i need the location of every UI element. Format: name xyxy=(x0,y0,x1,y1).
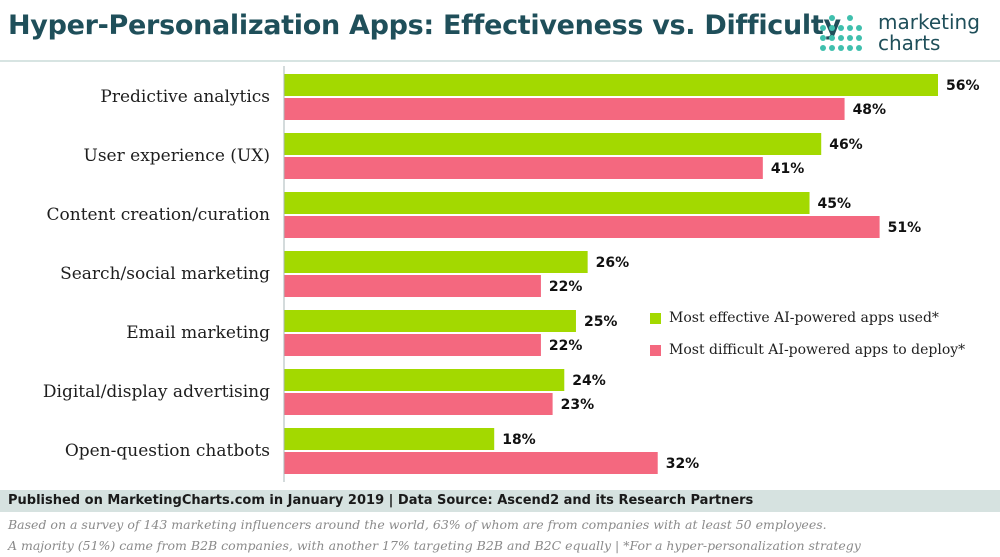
logo-dot xyxy=(829,25,835,31)
legend-swatch-effective xyxy=(650,312,661,324)
footnote-line-2: A majority (51%) came from B2B companies… xyxy=(8,538,861,553)
logo-dot xyxy=(847,45,853,51)
data-label-difficult: 48% xyxy=(853,102,887,118)
category-label: Predictive analytics xyxy=(100,87,270,107)
bar-effective xyxy=(284,133,822,155)
logo-dot xyxy=(838,25,844,31)
bar-effective xyxy=(284,369,565,391)
marketingcharts-logo: marketing charts xyxy=(818,12,993,60)
bar-effective xyxy=(284,428,495,450)
category-label: Search/social marketing xyxy=(60,264,270,284)
logo-dot xyxy=(847,15,853,21)
data-label-effective: 45% xyxy=(818,196,852,212)
data-label-effective: 25% xyxy=(584,314,618,330)
logo-text-line2: charts xyxy=(878,31,941,55)
data-label-difficult: 22% xyxy=(549,338,583,354)
bar-difficult xyxy=(284,216,880,238)
title-divider xyxy=(0,60,1000,62)
bar-difficult xyxy=(284,334,541,356)
data-label-effective: 46% xyxy=(829,137,863,153)
data-label-effective: 24% xyxy=(572,373,606,389)
bar-effective xyxy=(284,74,938,96)
logo-dot xyxy=(829,35,835,41)
logo-dot xyxy=(820,25,826,31)
bar-difficult xyxy=(284,452,658,474)
category-label: Open-question chatbots xyxy=(65,441,270,461)
data-label-effective: 56% xyxy=(946,78,980,94)
bar-difficult xyxy=(284,98,845,120)
data-label-difficult: 41% xyxy=(771,161,805,177)
bar-difficult xyxy=(284,157,763,179)
logo-text-line1: marketing xyxy=(878,10,980,34)
published-source-bar: Published on MarketingCharts.com in Janu… xyxy=(0,490,1000,512)
logo-dot xyxy=(856,45,862,51)
legend-item-difficult: Most difficult AI-powered apps to deploy… xyxy=(650,342,965,358)
data-label-difficult: 22% xyxy=(549,279,583,295)
logo-dot xyxy=(856,35,862,41)
logo-dot xyxy=(820,45,826,51)
category-label: User experience (UX) xyxy=(84,146,271,166)
legend-label-difficult: Most difficult AI-powered apps to deploy… xyxy=(669,342,966,358)
logo-dots-icon xyxy=(820,15,862,51)
footnote-line-1: Based on a survey of 143 marketing influ… xyxy=(8,517,827,532)
bar-difficult xyxy=(284,275,541,297)
category-label: Email marketing xyxy=(126,323,270,343)
category-label: Content creation/curation xyxy=(47,205,271,225)
data-label-effective: 26% xyxy=(596,255,630,271)
logo-dot xyxy=(856,25,862,31)
bar-effective xyxy=(284,310,576,332)
bar-effective xyxy=(284,251,588,273)
logo-dot xyxy=(820,35,826,41)
data-label-difficult: 32% xyxy=(666,456,700,472)
logo-dot xyxy=(829,45,835,51)
bar-effective xyxy=(284,192,810,214)
data-label-difficult: 23% xyxy=(561,397,595,413)
footnotes: Based on a survey of 143 marketing influ… xyxy=(8,514,993,556)
logo-dot xyxy=(838,35,844,41)
legend-swatch-difficult xyxy=(650,344,661,356)
legend-label-effective: Most effective AI-powered apps used* xyxy=(669,310,939,326)
data-label-difficult: 51% xyxy=(888,220,922,236)
logo-dot xyxy=(847,25,853,31)
chart-legend: Most effective AI-powered apps used* Mos… xyxy=(650,310,965,374)
category-label: Digital/display advertising xyxy=(43,382,270,402)
logo-dot xyxy=(838,45,844,51)
logo-dot xyxy=(847,35,853,41)
logo-dot xyxy=(829,15,835,21)
chart-title: Hyper-Personalization Apps: Effectivenes… xyxy=(8,10,841,41)
bar-difficult xyxy=(284,393,553,415)
legend-item-effective: Most effective AI-powered apps used* xyxy=(650,310,965,326)
data-label-effective: 18% xyxy=(502,432,536,448)
bar-chart: Predictive analytics 56% 48% User experienc… xyxy=(43,66,980,482)
